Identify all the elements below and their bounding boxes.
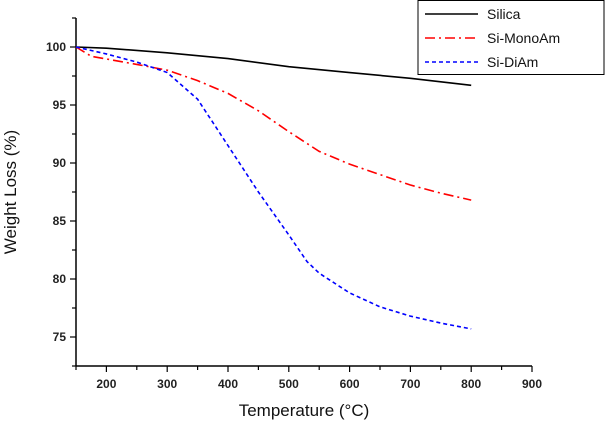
series-line-si-monoam	[75, 46, 472, 201]
legend-label: Si-DiAm	[487, 54, 538, 70]
series-line-silica	[75, 46, 472, 87]
x-tick-label: 800	[461, 377, 481, 391]
y-axis-label: Weight Loss (%)	[1, 130, 20, 254]
series-line-si-diam	[75, 46, 472, 330]
x-axis-label: Temperature (°C)	[239, 401, 370, 420]
legend-label: Silica	[487, 6, 521, 22]
x-tick-label: 700	[400, 377, 420, 391]
x-tick-label: 500	[279, 377, 299, 391]
y-tick-label: 90	[53, 156, 67, 170]
x-tick-label: 400	[218, 377, 238, 391]
x-tick-label: 200	[96, 377, 116, 391]
legend: Silica Si-MonoAm Si-DiAm	[417, 0, 605, 75]
y-tick-label: 85	[53, 214, 67, 228]
y-tick-label: 95	[53, 98, 67, 112]
y-tick-label: 75	[53, 330, 67, 344]
y-tick-label: 100	[46, 40, 66, 54]
y-tick-label: 80	[53, 272, 67, 286]
legend-label: Si-MonoAm	[487, 30, 560, 46]
x-tick-label: 600	[340, 377, 360, 391]
x-tick-label: 900	[522, 377, 542, 391]
x-tick-label: 300	[157, 377, 177, 391]
axes: 200 300 400 500 600 700 800 900 75 80 85 90 95 100	[46, 17, 542, 391]
series-lines	[75, 46, 472, 330]
